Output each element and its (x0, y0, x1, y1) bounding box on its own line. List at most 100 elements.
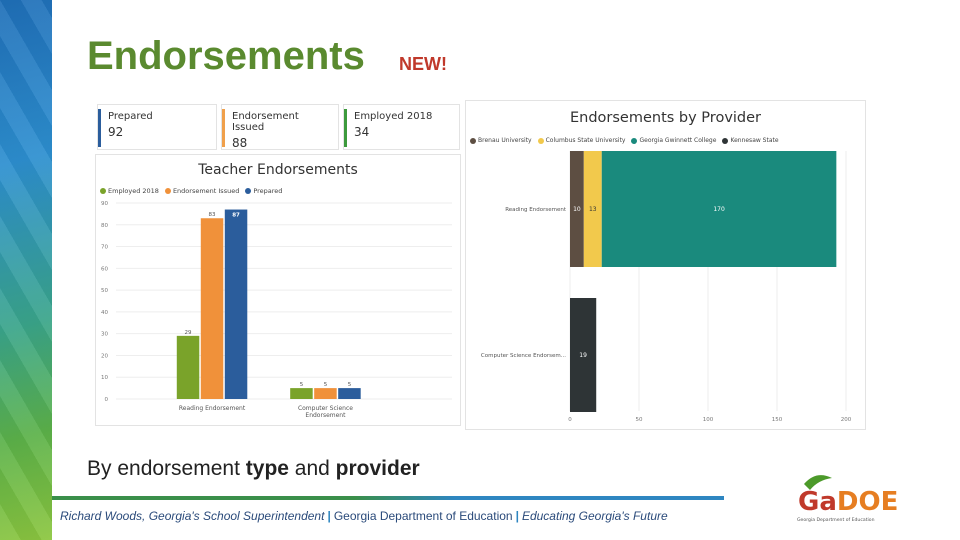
footer-separator: | (515, 509, 519, 523)
y-tick-label: 70 (101, 245, 108, 251)
footer: Richard Woods, Georgia's School Superint… (60, 509, 668, 523)
legend-swatch (631, 137, 638, 144)
footer-rule (52, 496, 724, 500)
legend-swatch (470, 137, 476, 144)
y-tick-label: 0 (105, 397, 109, 403)
chart-legend: Brenau University Columbus State Univers… (470, 137, 779, 144)
legend-item: Endorsement Issued (164, 187, 240, 195)
data-label: 10 (573, 206, 581, 213)
bar-segment (601, 151, 837, 267)
data-label: 87 (232, 213, 240, 219)
legend-item: Employed 2018 (100, 187, 159, 195)
kpi-accent-bar (222, 109, 225, 147)
kpi-accent-bar (344, 109, 347, 147)
chart-title: Teacher Endorsements (198, 162, 358, 178)
bar (290, 388, 313, 399)
kpi-value: 92 (108, 125, 124, 139)
legend-label: Kennesaw State (730, 137, 779, 144)
y-tick-label: 40 (101, 310, 108, 316)
footer-separator: | (327, 509, 331, 523)
x-tick-label: 0 (568, 417, 572, 423)
kpi-accent-bar (98, 109, 101, 147)
kpi-card-prepared: Prepared 92 (97, 104, 217, 150)
legend-item: Kennesaw State (722, 137, 779, 144)
legend-swatch (245, 188, 252, 194)
chart-legend: Employed 2018 Endorsement Issued Prepare… (100, 187, 282, 195)
legend-item: Columbus State University (537, 137, 626, 144)
legend-item: Prepared (245, 187, 282, 195)
data-label: 170 (713, 206, 725, 213)
side-decorative-band (0, 0, 52, 540)
y-tick-label: 50 (101, 288, 108, 294)
kpi-card-employed-2018: Employed 2018 34 (343, 104, 460, 150)
subtitle-text: By endorsement (87, 457, 246, 480)
legend-item: Georgia Gwinnett College (631, 137, 716, 144)
bar (314, 388, 337, 399)
data-label: 19 (579, 352, 587, 359)
kpi-label: Employed 2018 (354, 111, 433, 122)
svg-text:Georgia Department of Educatio: Georgia Department of Education (797, 517, 875, 523)
legend-label: Endorsement Issued (172, 187, 240, 195)
chart-title: Endorsements by Provider (569, 110, 762, 126)
bar-segment (570, 298, 597, 412)
subtitle-text: and (288, 457, 336, 480)
data-label: 5 (348, 382, 352, 388)
bar-segment (570, 151, 584, 267)
footer-dept: Georgia Department of Education (333, 509, 513, 523)
slide-title: Endorsements (87, 34, 365, 78)
gadoe-logo: GaDOE Georgia Department of Education (796, 470, 900, 524)
subtitle-emphasis-provider: provider (335, 457, 420, 480)
footer-motto: Educating Georgia's Future (521, 509, 668, 523)
legend-item: Brenau University (470, 137, 532, 144)
data-label: 13 (589, 206, 597, 213)
slide-subtitle: By endorsement type and provider (87, 457, 420, 481)
y-tick-label: 90 (101, 201, 108, 207)
y-tick-label: 80 (101, 223, 108, 229)
y-tick-label: Reading Endorsement (505, 207, 567, 213)
legend-label: Brenau University (478, 137, 532, 144)
data-label: 83 (209, 212, 216, 218)
bar-segment (583, 151, 602, 267)
y-tick-label: Computer Science Endorsem... (481, 353, 566, 359)
legend-label: Prepared (253, 187, 283, 195)
bar (338, 388, 361, 399)
x-tick-label: Reading Endorsement (179, 405, 246, 412)
bar (200, 218, 224, 399)
legend-swatch (722, 137, 729, 144)
svg-text:GaDOE: GaDOE (798, 487, 898, 517)
x-tick-label: 200 (841, 417, 852, 423)
new-badge: NEW! (399, 54, 447, 74)
provider-chart: 0 50 100 150 200 10 13 170 Reading Endorsement 19… (481, 151, 852, 423)
x-tick-label: 50 (636, 417, 643, 423)
y-tick-label: 20 (101, 353, 108, 359)
data-label: 29 (185, 330, 192, 336)
legend-label: Employed 2018 (108, 187, 159, 195)
kpi-label: Endorsement Issued (232, 111, 299, 133)
legend-swatch (164, 188, 171, 194)
kpi-card-endorsement-issued: Endorsement Issued 88 (221, 104, 339, 150)
provider-panel: Endorsements by Provider Brenau Universi… (465, 100, 866, 430)
gadoe-logo-mark: GaDOE Georgia Department of Education (797, 475, 898, 523)
legend-swatch (100, 188, 106, 194)
x-tick-label: 100 (703, 417, 714, 423)
y-tick-label: 60 (101, 266, 108, 272)
teacher-endorsements-panel: Teacher Endorsements Employed 2018 Endor… (95, 154, 461, 426)
subtitle-emphasis-type: type (245, 457, 289, 480)
kpi-value: 34 (354, 125, 370, 139)
data-label: 5 (324, 382, 328, 388)
y-tick-label: 10 (101, 375, 108, 381)
teacher-endorsements-chart: 0 10 20 30 40 50 60 70 80 90 29 83 87 Reading Endorse… (101, 201, 452, 419)
footer-name: Richard Woods, Georgia's School Superint… (60, 509, 325, 523)
x-tick-label: Computer Science (298, 405, 353, 412)
data-label: 5 (300, 382, 304, 388)
kpi-value: 88 (232, 136, 248, 150)
kpi-label: Prepared (108, 111, 153, 122)
x-tick-label: Endorsement (305, 412, 346, 419)
bar (176, 335, 200, 399)
legend-swatch (537, 137, 544, 144)
bar (224, 209, 248, 399)
legend-label: Columbus State University (545, 137, 626, 144)
legend-label: Georgia Gwinnett College (639, 137, 717, 144)
y-tick-label: 30 (101, 332, 108, 338)
x-tick-label: 150 (772, 417, 783, 423)
